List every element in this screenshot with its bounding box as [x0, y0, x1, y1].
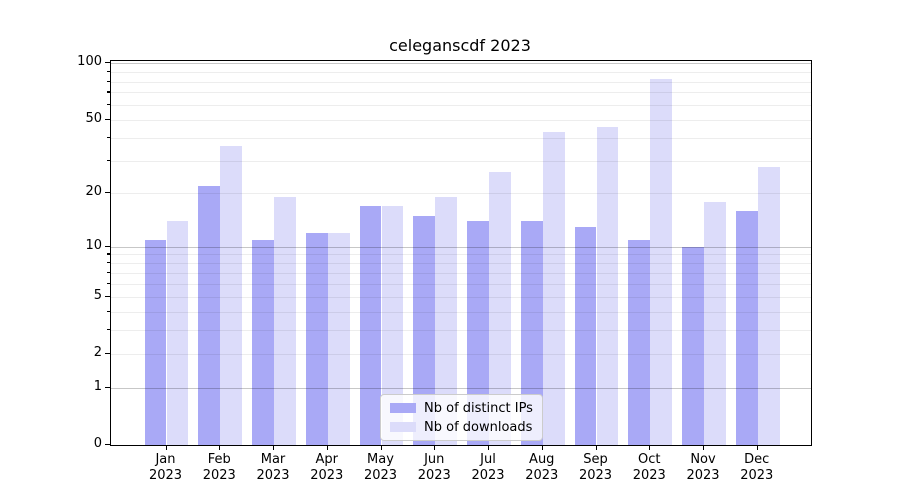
x-tick-year: 2023	[578, 468, 613, 483]
x-tick-mark-oct	[649, 445, 651, 450]
x-tick-label-jun: Jun 2023	[404, 452, 464, 484]
y-tick-label-20: 20	[85, 184, 102, 200]
x-tick-label-oct: Oct 2023	[619, 452, 679, 484]
x-tick-mark-dec	[756, 445, 758, 450]
y-minor-tick-mark-30	[107, 159, 110, 162]
chart-title: celeganscdf 2023	[389, 36, 531, 55]
y-tick-label-100: 100	[77, 54, 102, 70]
plot-area: Nb of distinct IPs Nb of downloads	[110, 60, 812, 446]
y-minor-tick-mark-9	[107, 253, 110, 255]
x-tick-mark-aug	[541, 445, 543, 450]
y-tick-mark-2	[105, 353, 110, 355]
x-tick-year: 2023	[471, 468, 505, 483]
bar-downloads-dec	[757, 166, 780, 445]
x-tick-mark-sep	[595, 445, 597, 450]
y-minor-tick-mark-60	[107, 103, 110, 106]
y-tick-label-1: 1	[93, 378, 102, 394]
legend-swatch-distinct-ips	[390, 403, 416, 413]
x-tick-label-nov: Nov 2023	[673, 452, 733, 484]
y-tick-mark-5	[105, 295, 110, 297]
bar-distinct-ips-sep	[574, 226, 597, 445]
x-tick-mark-may	[380, 445, 382, 450]
x-tick-label-apr: Apr 2023	[297, 452, 357, 484]
y-tick-mark-50	[105, 118, 110, 120]
x-tick-mark-nov	[703, 445, 705, 450]
x-tick-year: 2023	[686, 468, 720, 483]
y-tick-label-0: 0	[93, 435, 102, 451]
x-tick-mark-jul	[488, 445, 490, 450]
bar-downloads-nov	[704, 201, 726, 445]
bars-layer	[111, 61, 811, 445]
bar-downloads-sep	[596, 126, 619, 445]
bar-downloads-feb	[220, 146, 243, 445]
bar-distinct-ips-jun	[413, 215, 436, 445]
bar-distinct-ips-feb	[198, 185, 221, 445]
bar-distinct-ips-nov	[682, 246, 704, 445]
bar-distinct-ips-mar	[252, 239, 274, 445]
bar-downloads-oct	[650, 78, 673, 445]
x-tick-label-jul: Jul 2023	[458, 452, 518, 484]
x-tick-label-dec: Dec 2023	[727, 452, 787, 484]
y-tick-mark-10	[105, 245, 110, 247]
legend-label-distinct-ips: Nb of distinct IPs	[424, 400, 533, 416]
bar-downloads-apr	[327, 232, 350, 445]
x-tick-mark-jun	[434, 445, 436, 450]
y-tick-label-5: 5	[93, 287, 102, 303]
x-tick-label-sep: Sep 2023	[566, 452, 626, 484]
bar-downloads-jun	[435, 197, 458, 445]
legend: Nb of distinct IPs Nb of downloads	[380, 394, 543, 441]
bar-downloads-may	[381, 206, 404, 445]
y-minor-tick-mark-70	[107, 91, 110, 93]
x-tick-year: 2023	[310, 468, 344, 483]
y-tick-mark-1	[105, 386, 110, 388]
y-minor-tick-mark-7	[107, 271, 110, 274]
y-tick-label-10: 10	[85, 237, 102, 253]
legend-swatch-downloads	[390, 422, 416, 432]
y-minor-tick-mark-3	[107, 329, 110, 331]
y-minor-tick-mark-90	[107, 70, 110, 73]
y-tick-mark-100	[105, 62, 110, 64]
x-tick-mark-jan	[165, 445, 167, 450]
bar-distinct-ips-oct	[628, 239, 651, 445]
legend-label-downloads: Nb of downloads	[424, 419, 533, 435]
x-tick-mark-mar	[273, 445, 275, 450]
x-tick-mark-apr	[326, 445, 328, 450]
legend-item-downloads: Nb of downloads	[390, 419, 533, 435]
x-tick-year: 2023	[363, 468, 398, 483]
y-tick-mark-0	[105, 443, 110, 446]
x-tick-mark-feb	[219, 445, 221, 450]
y-minor-tick-mark-80	[107, 80, 110, 82]
y-minor-tick-mark-40	[107, 136, 110, 138]
bar-distinct-ips-jul	[467, 221, 489, 445]
x-tick-year: 2023	[740, 468, 774, 483]
bar-downloads-jul	[489, 172, 511, 445]
bar-distinct-ips-jan	[144, 239, 167, 445]
bar-downloads-mar	[274, 197, 296, 445]
y-minor-tick-mark-6	[107, 282, 110, 285]
bar-distinct-ips-aug	[520, 221, 543, 445]
x-tick-year: 2023	[417, 468, 451, 483]
x-tick-label-aug: Aug 2023	[512, 452, 572, 484]
x-tick-year: 2023	[202, 468, 236, 483]
y-tick-label-2: 2	[93, 345, 102, 361]
legend-item-distinct-ips: Nb of distinct IPs	[390, 400, 533, 416]
bar-distinct-ips-dec	[735, 210, 758, 445]
y-minor-tick-mark-4	[107, 310, 110, 312]
y-tick-label-50: 50	[85, 110, 102, 126]
x-tick-label-jan: Jan 2023	[136, 452, 196, 484]
x-tick-year: 2023	[632, 468, 666, 483]
bar-downloads-jan	[166, 221, 189, 445]
bar-distinct-ips-may	[359, 206, 382, 445]
x-tick-label-feb: Feb 2023	[189, 452, 249, 484]
bar-downloads-aug	[542, 132, 565, 445]
x-tick-label-may: May 2023	[351, 452, 411, 484]
x-tick-year: 2023	[148, 468, 183, 483]
x-tick-year: 2023	[525, 468, 559, 483]
y-minor-tick-mark-8	[107, 262, 110, 264]
y-tick-mark-20	[105, 192, 110, 194]
x-tick-year: 2023	[256, 468, 290, 483]
x-tick-label-mar: Mar 2023	[243, 452, 303, 484]
bar-distinct-ips-apr	[305, 232, 328, 445]
